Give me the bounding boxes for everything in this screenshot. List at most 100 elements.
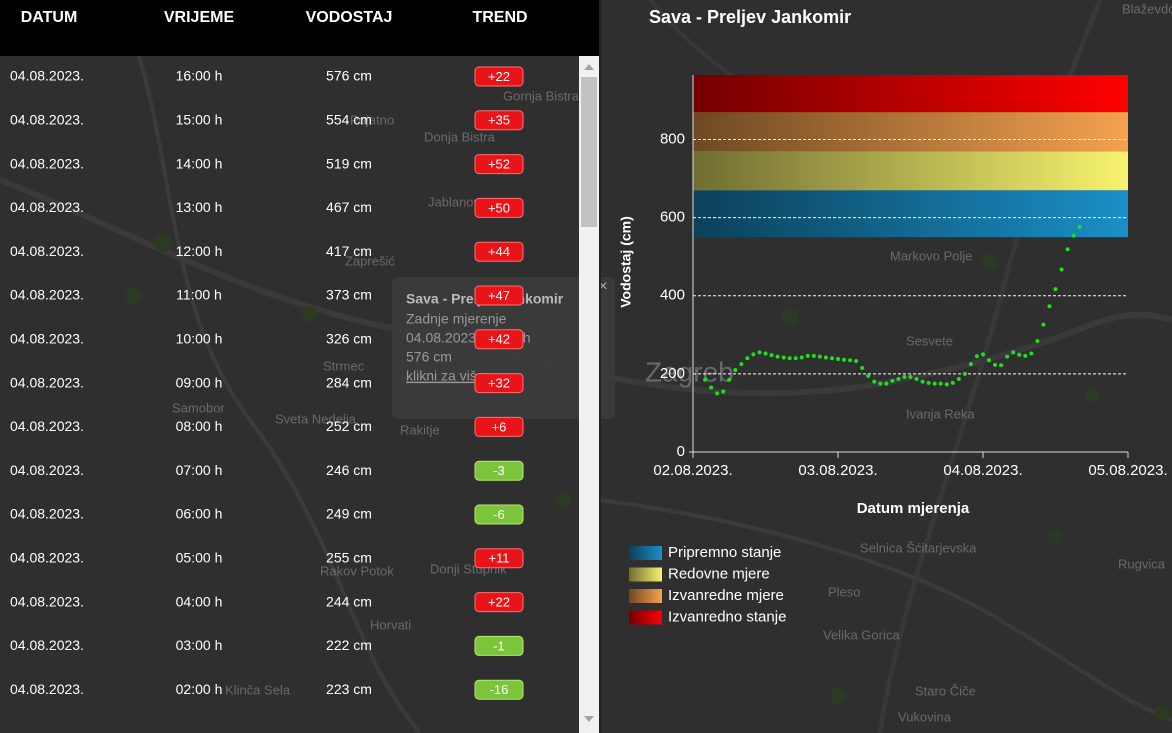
data-point	[793, 356, 798, 361]
data-point	[848, 358, 853, 363]
x-axis-label: Datum mjerenja	[857, 500, 970, 517]
scrollbar-thumb[interactable]	[581, 77, 597, 227]
level-cell: 467 cm	[326, 199, 372, 215]
data-point	[1029, 351, 1034, 356]
map-label: Donja Bistra	[424, 129, 496, 144]
trend-badge	[474, 197, 524, 218]
data-point	[715, 391, 720, 396]
trend-badge	[474, 635, 524, 656]
date-cell: 04.08.2023.	[10, 418, 84, 434]
level-cell: 249 cm	[326, 506, 372, 522]
time-cell: 11:00 h	[176, 287, 222, 303]
map-label: Vukovina	[898, 709, 952, 724]
data-point	[703, 377, 708, 382]
data-point	[866, 373, 871, 378]
data-point	[739, 362, 744, 367]
level-cell: 252 cm	[326, 418, 372, 434]
x-tick-label: 04.08.2023.	[943, 462, 1022, 479]
band-shade	[693, 75, 1128, 113]
data-table: DATUM VRIJEME VODOSTAJ TREND 04.08.2023. 16:0…	[0, 0, 601, 733]
y-tick-label: 800	[660, 130, 685, 147]
trend-badge	[474, 154, 524, 175]
data-point	[1047, 304, 1052, 309]
data-point	[727, 377, 732, 382]
trend-value: +22	[488, 595, 510, 610]
time-cell: 03:00 h	[176, 637, 223, 653]
trend-value: +42	[488, 332, 510, 347]
data-point	[884, 381, 889, 386]
data-point	[981, 352, 985, 357]
data-point	[811, 353, 816, 358]
trend-badge	[474, 460, 524, 481]
legend-label: Izvanredno stanje	[668, 608, 786, 625]
trend-badge	[474, 504, 524, 525]
map-label: Klinča Sela	[225, 682, 291, 697]
table-header	[0, 0, 599, 56]
data-point	[709, 385, 714, 390]
y-tick-label: 200	[660, 365, 685, 382]
map-label: Sesvete	[906, 333, 953, 348]
popup-link[interactable]: klikni za više	[406, 368, 485, 384]
map-label: Rugvica	[1118, 556, 1166, 571]
map-label: Rakitje	[400, 422, 440, 437]
time-cell: 16:00 h	[176, 68, 223, 84]
data-point	[1065, 247, 1070, 252]
date-cell: 04.08.2023.	[10, 155, 84, 171]
scroll-down[interactable]	[584, 716, 594, 722]
time-cell: 13:00 h	[176, 199, 223, 215]
data-point	[1071, 233, 1076, 238]
date-cell: 04.08.2023.	[10, 637, 84, 653]
data-point	[842, 357, 847, 362]
trend-badge	[474, 373, 524, 394]
level-cell: 222 cm	[326, 637, 372, 653]
data-point	[860, 366, 865, 371]
map-label: Sveta Nedelja	[275, 411, 357, 426]
time-cell: 05:00 h	[176, 550, 223, 566]
level-cell: 246 cm	[326, 462, 372, 478]
data-point	[1077, 224, 1082, 229]
data-point	[938, 381, 943, 386]
chart: Sava - Preljev Jankomir 0 200 400 600 800 02.…	[618, 7, 1168, 626]
data-point	[829, 356, 834, 361]
trend-value: -1	[493, 638, 505, 653]
data-point	[926, 380, 931, 385]
level-cell: 326 cm	[326, 331, 372, 347]
data-point	[1053, 287, 1058, 292]
data-point	[781, 355, 786, 360]
date-cell: 04.08.2023.	[10, 374, 84, 390]
trend-badge	[474, 241, 524, 262]
legend-label: Redovne mjere	[668, 565, 770, 582]
data-point	[805, 353, 810, 358]
map-label: Strmec	[323, 358, 365, 373]
data-point	[757, 350, 762, 355]
scroll-up[interactable]	[584, 64, 594, 70]
trend-value: +11	[488, 551, 509, 566]
popup-close[interactable]: ×	[598, 278, 607, 295]
data-point	[854, 358, 859, 363]
map-label: Gornja Bistra	[503, 88, 580, 103]
data-point	[956, 376, 961, 381]
date-cell: 04.08.2023.	[10, 593, 84, 609]
data-point	[914, 376, 919, 381]
data-point	[751, 352, 756, 357]
time-cell: 04:00 h	[176, 593, 223, 609]
map-label: Zaprešić	[345, 253, 395, 268]
data-point	[1005, 354, 1010, 359]
band-shade	[693, 151, 1128, 191]
level-cell: 576 cm	[326, 68, 372, 84]
data-point	[799, 355, 804, 360]
map-label: Horvati	[370, 617, 411, 632]
trend-badge	[474, 548, 524, 569]
level-cell: 223 cm	[326, 681, 372, 697]
trend-value: -6	[493, 507, 505, 522]
y-tick-label: 0	[677, 443, 685, 460]
date-cell: 04.08.2023.	[10, 243, 84, 259]
data-point	[993, 362, 998, 367]
data-point	[872, 379, 877, 384]
data-point	[823, 355, 828, 360]
map-label: Blaževdol	[1122, 1, 1172, 16]
data-point	[1035, 339, 1040, 344]
data-point	[1011, 350, 1016, 355]
data-point	[950, 380, 955, 385]
